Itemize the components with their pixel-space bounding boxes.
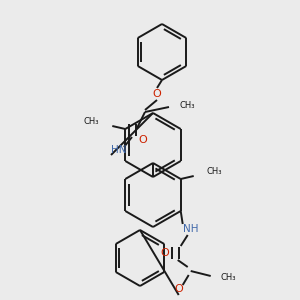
Text: NH: NH (183, 224, 199, 234)
Text: O: O (174, 284, 183, 294)
Text: O: O (139, 135, 147, 145)
Text: HN: HN (111, 145, 127, 155)
Text: O: O (153, 89, 161, 99)
Text: CH₃: CH₃ (179, 101, 194, 110)
Text: O: O (160, 248, 169, 258)
Text: CH₃: CH₃ (221, 272, 236, 281)
Text: CH₃: CH₃ (84, 118, 99, 127)
Text: CH₃: CH₃ (207, 167, 222, 176)
